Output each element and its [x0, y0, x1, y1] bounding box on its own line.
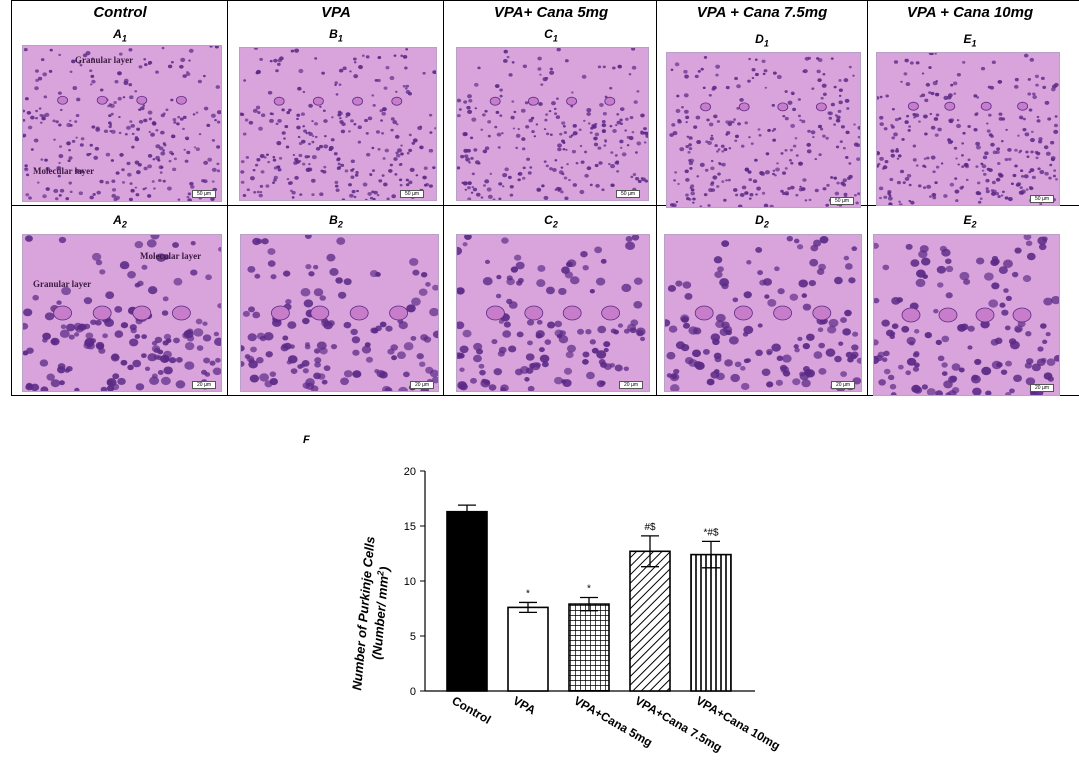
panel-label-e2: E2 [963, 213, 977, 230]
grid-divider [227, 0, 228, 396]
molecular-layer-label: Molecular layer [140, 251, 202, 261]
micrograph-a2 [22, 234, 222, 392]
col-header-vpa: VPA [321, 4, 351, 21]
y-tick-label: 5 [410, 631, 416, 643]
micrograph-texture [457, 48, 648, 200]
micrograph-texture [874, 235, 1059, 395]
scale-bar: 50 µm [616, 190, 640, 198]
micrograph-texture [23, 235, 221, 391]
scale-bar: 50 µm [1030, 195, 1054, 203]
col-header-control: Control [93, 4, 147, 21]
panel-label-c2: C2 [544, 213, 558, 230]
col-header-cana75: VPA + Cana 7.5mg [696, 4, 828, 21]
bar [690, 553, 732, 692]
panel-label-a1: A1 [113, 27, 127, 44]
x-tick-label: Control [450, 693, 494, 726]
micrograph-texture [241, 235, 438, 391]
scale-bar: 20 µm [192, 381, 216, 389]
granular-layer-label: Granular layer [33, 279, 92, 289]
y-axis-title: Number of Purkinje Cells (Number/ mm2) [349, 532, 395, 692]
micrograph-grid [11, 0, 1079, 396]
panel-label-d1: D1 [755, 32, 769, 49]
panel-label-b1: B1 [329, 27, 343, 44]
micrograph-texture [240, 48, 436, 200]
col-header-cana5: VPA+ Cana 5mg [493, 4, 609, 21]
scale-bar: 20 µm [619, 381, 643, 389]
bar [568, 603, 610, 692]
micrograph-d1 [666, 52, 861, 208]
micrograph-d2 [664, 234, 862, 392]
grid-divider [443, 0, 444, 396]
micrograph-c2 [456, 234, 650, 392]
scale-bar: 20 µm [831, 381, 855, 389]
micrograph-e1 [876, 52, 1060, 206]
scale-bar: 20 µm [410, 381, 434, 389]
scale-bar: 50 µm [192, 190, 216, 198]
scale-bar: 50 µm [400, 190, 424, 198]
grid-divider [867, 0, 868, 396]
panel-label-d2: D2 [755, 213, 769, 230]
significance-label: #$ [644, 522, 656, 533]
panel-label-e1: E1 [963, 32, 977, 49]
y-tick-label: 20 [404, 466, 416, 478]
scale-bar: 20 µm [1030, 384, 1054, 392]
micrograph-e2 [873, 234, 1060, 396]
micrograph-b2 [240, 234, 439, 392]
significance-label: * [526, 588, 530, 599]
micrograph-b1 [239, 47, 437, 201]
y-tick-label: 10 [404, 576, 416, 588]
micrograph-c1 [456, 47, 649, 201]
chart-bars: Control*VPA*VPA+Cana 5mg#$VPA+Cana 7.5mg… [446, 504, 783, 755]
micrograph-texture [23, 46, 221, 201]
panel-label-f: F [303, 434, 310, 446]
bar [629, 550, 671, 692]
panel-label-c1: C1 [544, 27, 558, 44]
significance-label: * [587, 584, 591, 595]
grid-row-divider [11, 205, 1079, 206]
grid-divider [656, 0, 657, 396]
significance-label: *#$ [703, 527, 718, 538]
y-tick-label: 15 [404, 521, 416, 533]
bar [507, 606, 549, 692]
col-header-cana10: VPA + Cana 10mg [906, 4, 1034, 21]
x-tick-label: VPA [511, 693, 539, 717]
granular-layer-label: Granular layer [75, 55, 134, 65]
y-tick-label: 0 [410, 686, 416, 698]
micrograph-texture [667, 53, 860, 207]
panel-label-b2: B2 [329, 213, 343, 230]
micrograph-a1 [22, 45, 222, 202]
micrograph-texture [665, 235, 861, 391]
bar [446, 510, 488, 692]
panel-label-a2: A2 [113, 213, 127, 230]
micrograph-texture [457, 235, 649, 391]
molecular-layer-label: Molecular layer [33, 166, 95, 176]
micrograph-texture [877, 53, 1059, 205]
scale-bar: 50 µm [830, 197, 854, 205]
